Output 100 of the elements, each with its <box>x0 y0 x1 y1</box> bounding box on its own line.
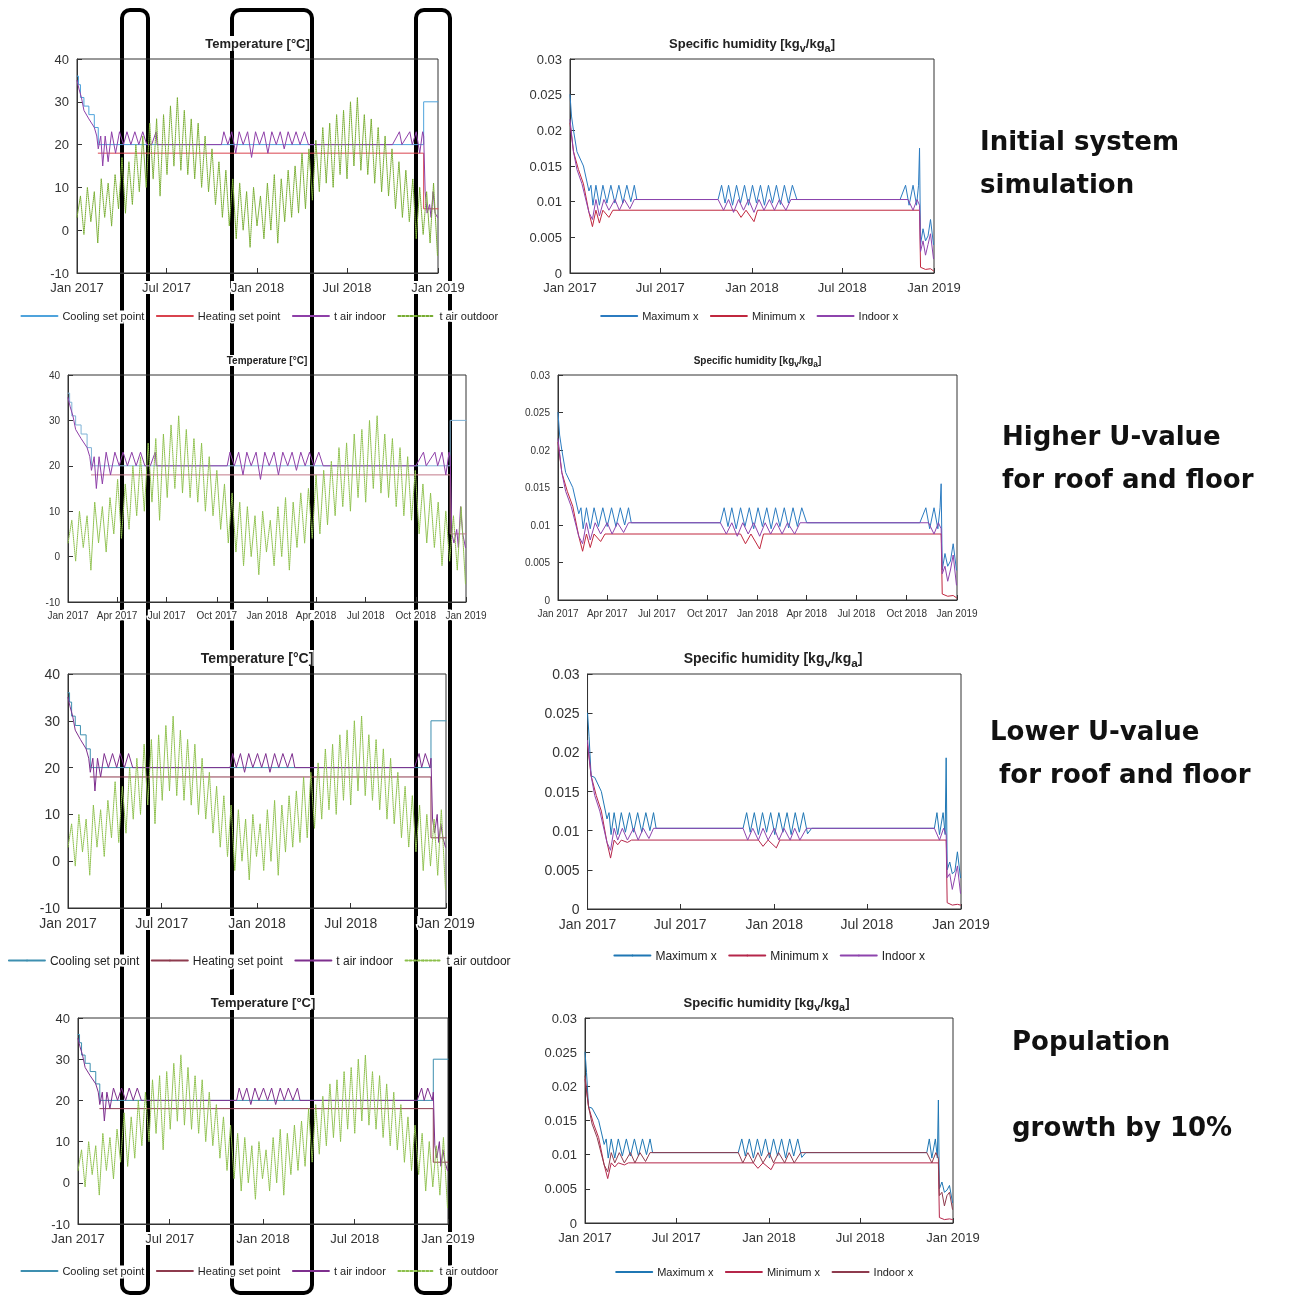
x-tick-label: Jan 2017 <box>558 916 617 932</box>
x-tick-label: Jan 2017 <box>39 915 98 931</box>
y-tick-label: 0.02 <box>530 444 551 456</box>
y-tick-label: 0 <box>569 1215 578 1231</box>
y-tick-label: 40 <box>55 1010 70 1026</box>
x-tick-label: Jan 2018 <box>236 1231 290 1246</box>
y-tick-label: 10 <box>44 806 61 823</box>
y-tick-label: 0.02 <box>552 744 580 761</box>
text: Lower U-value for roof and floor <box>990 715 1251 791</box>
y-tick-label: 0 <box>554 265 562 281</box>
legend-label: Minimum x <box>751 310 806 322</box>
y-tick-label: 0 <box>544 594 551 606</box>
y-tick-label: 20 <box>55 1092 70 1108</box>
legend-label: Maximum x <box>655 948 717 963</box>
x-tick-label: Jan 2018 <box>246 609 289 621</box>
x-tick-label: Jan 2019 <box>421 1231 475 1246</box>
chart-title: Temperature [°C] <box>210 995 316 1010</box>
x-tick-label: Jul 2018 <box>330 1231 380 1246</box>
y-tick-label: 0.01 <box>530 519 551 531</box>
x-tick-label: Jan 2017 <box>543 280 597 295</box>
x-tick-label: Jan 2019 <box>411 280 465 295</box>
y-tick-label: 0.03 <box>552 666 580 682</box>
y-tick-label: 0.01 <box>551 1147 578 1163</box>
x-tick-label: Jan 2017 <box>558 1230 612 1245</box>
x-tick-label: Jan 2017 <box>50 280 104 295</box>
legend-label: t air indoor <box>333 1265 387 1277</box>
y-tick-label: -10 <box>51 1216 70 1232</box>
y-tick-label: 0.01 <box>552 822 580 839</box>
x-tick-label: Jul 2018 <box>346 609 386 621</box>
x-tick-label: Jan 2019 <box>936 607 979 619</box>
y-tick-label: 0 <box>571 901 580 917</box>
text: Initial system simulation <box>980 125 1179 201</box>
y-tick-label: 0 <box>61 222 69 238</box>
y-tick-label: -10 <box>45 596 61 608</box>
x-tick-label: Jul 2018 <box>840 916 894 932</box>
legend-label: t air indoor <box>336 953 394 968</box>
chart-title: Specific humidity [kg$_{v}$/kg$_{a}$] <box>693 355 822 369</box>
y-tick-label: 0.01 <box>536 194 562 210</box>
x-tick-label: Apr 2017 <box>96 609 138 621</box>
legend-label: Maximum x <box>657 1266 714 1278</box>
legend-label: Maximum x <box>642 310 699 322</box>
x-tick-label: Jan 2019 <box>907 280 961 295</box>
x-tick-label: Jan 2017 <box>537 607 580 619</box>
y-tick-label: 0.025 <box>544 705 580 722</box>
legend-label: Heating set point <box>197 310 281 322</box>
x-tick-label: Jan 2019 <box>926 1230 980 1245</box>
y-tick-label: 0 <box>62 1175 70 1191</box>
y-tick-label: 30 <box>44 712 61 729</box>
legend-label: t air outdoor <box>446 953 511 968</box>
legend-label: t air outdoor <box>439 310 499 322</box>
legend-label: Minimum x <box>766 1266 821 1278</box>
x-tick-label: Jul 2017 <box>635 280 685 295</box>
legend-label: Heating set point <box>192 953 284 968</box>
legend-label: Indoor x <box>858 310 899 322</box>
y-tick-label: 0.025 <box>529 87 562 103</box>
y-tick-label: 0 <box>54 551 61 563</box>
y-tick-label: 0.015 <box>544 1113 578 1128</box>
y-tick-label: 0.005 <box>524 557 551 568</box>
legend-label: Cooling set point <box>62 1265 145 1277</box>
x-tick-label: Jan 2018 <box>745 916 804 932</box>
y-tick-label: 0.02 <box>551 1078 578 1094</box>
y-tick-label: 0.015 <box>524 482 551 493</box>
y-tick-label: 30 <box>54 94 69 110</box>
x-tick-label: Jul 2017 <box>638 607 677 619</box>
x-tick-label: Jul 2017 <box>135 915 189 931</box>
x-tick-label: Jul 2017 <box>141 280 192 295</box>
x-tick-label: Oct 2018 <box>395 609 437 621</box>
legend-label: Indoor x <box>873 1266 914 1278</box>
chart-title: Specific humidity [kg$_{v}$/kg$_{a}$] <box>683 650 863 669</box>
x-tick-label: Jan 2017 <box>47 609 90 621</box>
x-tick-label: Jan 2018 <box>230 280 285 295</box>
y-tick-label: 0.015 <box>529 158 562 174</box>
y-tick-label: 0.005 <box>544 861 580 878</box>
x-tick-label: Apr 2017 <box>586 607 628 619</box>
x-tick-label: Jan 2018 <box>725 280 779 295</box>
x-tick-label: Oct 2017 <box>196 609 238 621</box>
legend-label: Cooling set point <box>62 310 145 322</box>
legend-label: t air outdoor <box>439 1265 499 1277</box>
x-tick-label: Jul 2018 <box>835 1230 885 1245</box>
y-tick-label: -10 <box>39 900 61 916</box>
y-tick-label: 10 <box>48 505 61 517</box>
legend-label: Heating set point <box>197 1265 281 1277</box>
text: Population growth by 10% <box>1012 1026 1233 1142</box>
x-tick-label: Jul 2017 <box>145 1231 195 1246</box>
x-tick-label: Jan 2019 <box>932 916 991 932</box>
y-tick-label: -10 <box>50 265 69 281</box>
y-tick-label: 0.03 <box>551 1010 578 1026</box>
legend-label: t air indoor <box>333 310 387 322</box>
y-tick-label: 0.005 <box>544 1181 578 1197</box>
chart-title: Specific humidity [kg$_{v}$/kg$_{a}$] <box>669 36 835 54</box>
y-tick-label: 20 <box>48 460 61 472</box>
x-tick-label: Jul 2018 <box>322 280 372 295</box>
x-tick-label: Jul 2017 <box>653 916 707 932</box>
chart-title: Temperature [°C] <box>205 36 310 51</box>
y-tick-label: 20 <box>44 759 61 776</box>
y-tick-label: 0.025 <box>544 1044 578 1060</box>
x-tick-label: Jul 2017 <box>147 609 187 621</box>
legend-label: Minimum x <box>770 948 829 963</box>
y-tick-label: 10 <box>54 179 69 195</box>
x-tick-label: Jul 2018 <box>837 607 876 619</box>
